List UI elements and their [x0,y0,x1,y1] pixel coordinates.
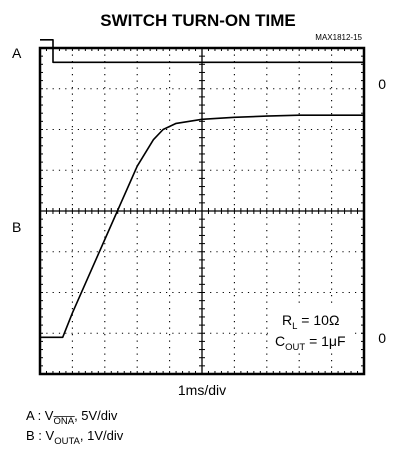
trace-layer [40,38,364,339]
channel-a-scale: A : VONA, 5V/div [26,408,118,427]
channel-b-scale: B : VOUTA, 1V/div [26,428,124,447]
annotation-rl: RL = 10Ω [282,312,339,332]
annotation-backdrop [272,306,352,352]
annotation-cout: COUT = 1μF [275,333,346,353]
channel-a-zero-label: 0 [378,76,386,92]
time-scale-label: 1ms/div [178,382,226,398]
channel-a-label: A [12,45,22,61]
trace-a [40,38,364,64]
figure-code: MAX1812-15 [315,33,362,42]
channel-b-zero-label: 0 [378,330,386,346]
scope-grid [40,48,364,374]
scope-frame [38,46,366,376]
channel-b-label: B [12,219,21,235]
trace-b [40,114,364,339]
chart-title: SWITCH TURN-ON TIME [100,11,295,30]
